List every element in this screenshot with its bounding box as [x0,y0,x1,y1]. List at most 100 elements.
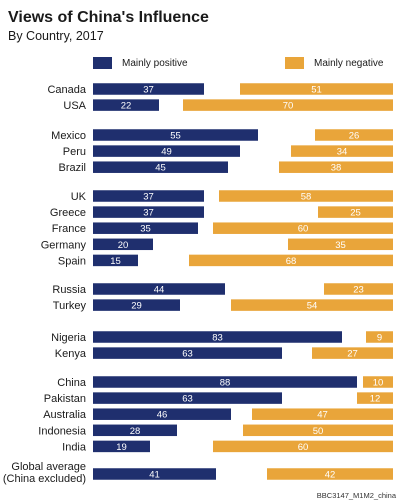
bar-negative-france [213,222,393,234]
bar-positive-usa [93,99,159,111]
legend-swatch-positive [93,57,112,69]
country-label-kenya: Kenya [55,348,87,360]
bar-positive-indonesia [93,424,177,437]
bar-negative-turkey [231,299,393,311]
country-label-usa: USA [63,100,86,112]
value-negative-kenya: 27 [347,349,358,360]
value-positive-turkey: 29 [131,301,142,312]
bar-negative-australia [252,408,393,420]
bar-negative-global-average-china-excluded [267,468,393,480]
value-negative-india: 60 [298,442,309,453]
value-positive-brazil: 45 [155,163,166,174]
country-label-turkey: Turkey [53,300,87,312]
value-positive-china: 88 [220,378,231,389]
bar-positive-turkey [93,299,180,311]
value-negative-indonesia: 50 [313,426,324,437]
value-negative-brazil: 38 [331,163,342,174]
value-positive-germany: 20 [118,240,129,251]
bar-positive-mexico [93,129,258,141]
value-positive-mexico: 55 [170,131,181,142]
chart-subtitle: By Country, 2017 [8,29,104,43]
value-positive-uk: 37 [143,192,154,203]
value-positive-russia: 44 [154,285,165,296]
country-label-line: Global average [11,461,86,473]
bars-layer: Canada 37 51 USA 22 70 Mexico 55 26 Peru 49 34 Brazi… [3,83,393,485]
bar-negative-uk [219,190,393,202]
value-negative-nigeria: 9 [377,333,382,344]
value-positive-nigeria: 83 [212,333,223,344]
value-negative-pakistan: 12 [370,394,381,405]
value-negative-mexico: 26 [349,131,360,142]
bar-positive-uk [93,190,204,202]
value-negative-germany: 35 [335,240,346,251]
value-positive-global-average-china-excluded: 41 [149,470,160,481]
bar-negative-russia [324,283,393,295]
country-label-mexico: Mexico [51,130,86,142]
value-positive-greece: 37 [143,208,154,219]
bar-positive-france [93,222,198,234]
credit-text: BBC3147_M1M2_china [317,491,397,500]
bar-negative-usa [183,99,393,111]
bar-negative-canada [240,83,393,95]
bar-negative-peru [291,145,393,157]
bar-negative-nigeria [366,331,393,343]
country-label-australia: Australia [43,409,87,421]
bar-negative-pakistan [357,392,393,404]
value-negative-greece: 25 [350,208,361,219]
value-positive-kenya: 63 [182,349,193,360]
bar-negative-kenya [312,347,393,359]
country-label-pakistan: Pakistan [44,393,86,405]
value-positive-spain: 15 [110,256,121,267]
country-label-uk: UK [71,191,87,203]
country-label-line: (China excluded) [3,473,86,485]
bar-negative-spain [189,254,393,267]
bar-positive-brazil [93,161,228,173]
value-negative-peru: 34 [337,147,348,158]
value-negative-global-average-china-excluded: 42 [325,470,336,481]
value-positive-canada: 37 [143,85,154,96]
value-negative-spain: 68 [286,256,297,267]
value-positive-indonesia: 28 [130,426,141,437]
bar-negative-brazil [279,161,393,173]
value-positive-usa: 22 [121,101,132,112]
value-negative-turkey: 54 [307,301,318,312]
value-positive-india: 19 [116,442,127,453]
bar-negative-india [213,440,393,453]
country-label-canada: Canada [47,84,86,96]
bar-negative-germany [288,238,393,251]
bar-positive-nigeria [93,331,342,343]
legend-label-positive: Mainly positive [122,58,188,69]
legend-swatch-negative [285,57,304,69]
bar-positive-greece [93,206,204,218]
bar-positive-germany [93,238,153,251]
country-label-greece: Greece [50,207,86,219]
country-label-france: France [52,223,86,235]
bar-positive-australia [93,408,231,420]
legend-label-negative: Mainly negative [314,58,384,69]
bar-negative-indonesia [243,424,393,437]
value-positive-peru: 49 [161,147,172,158]
country-label-spain: Spain [58,255,86,267]
bar-positive-russia [93,283,225,295]
bar-positive-spain [93,254,138,267]
value-negative-uk: 58 [301,192,312,203]
value-positive-pakistan: 63 [182,394,193,405]
value-positive-australia: 46 [157,410,168,421]
legend: Mainly positive Mainly negative [93,57,384,69]
bar-negative-mexico [315,129,393,141]
country-label-indonesia: Indonesia [38,425,87,437]
bar-positive-canada [93,83,204,95]
country-label-russia: Russia [52,284,87,296]
bar-positive-pakistan [93,392,282,404]
country-label-india: India [62,441,87,453]
value-negative-australia: 47 [317,410,328,421]
bar-positive-india [93,440,150,453]
bar-positive-kenya [93,347,282,359]
country-label-brazil: Brazil [58,162,86,174]
chart-title: Views of China's Influence [8,9,209,26]
bar-positive-china [93,376,357,388]
value-negative-china: 10 [373,378,384,389]
country-label-peru: Peru [63,146,86,158]
value-negative-russia: 23 [353,285,364,296]
